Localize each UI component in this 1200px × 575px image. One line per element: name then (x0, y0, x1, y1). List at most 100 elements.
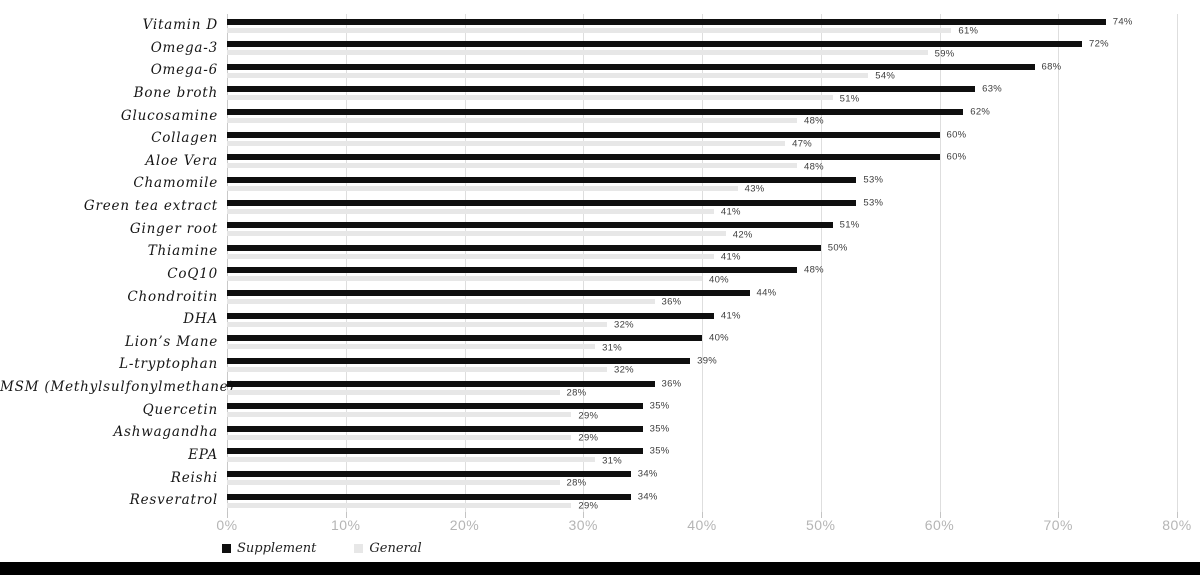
bar-row: 41% 32% (227, 308, 1177, 331)
legend-label: General (369, 541, 422, 556)
bar-row: 48% 40% (227, 263, 1177, 286)
legend-item-supplement: Supplement (222, 541, 316, 556)
category-label: Vitamin D (142, 17, 218, 33)
category-label: L-tryptophan (119, 356, 218, 373)
general-bar: 29% (227, 410, 598, 421)
general-bar: 41% (227, 206, 740, 217)
general-value-label: 36% (661, 296, 682, 308)
supplement-value-label: 35% (649, 400, 670, 412)
x-tick-label-50: 50% (805, 517, 836, 533)
bar-row: 35% 29% (227, 421, 1177, 444)
supplement-bar: 34% (227, 491, 657, 502)
supplement-value-label: 34% (637, 468, 658, 480)
bar-row: 60% 47% (227, 127, 1177, 150)
legend-swatch-icon (222, 544, 231, 553)
general-value-label: 29% (578, 432, 599, 444)
general-value-label: 48% (804, 161, 824, 173)
supplement-bar: 48% (227, 265, 824, 276)
x-tick-label-10: 10% (330, 517, 361, 533)
general-bar: 42% (227, 229, 752, 240)
category-label: CoQ10 (167, 265, 218, 282)
gridline-60 (939, 14, 941, 512)
bar-row: 44% 36% (227, 286, 1177, 309)
supplement-value-label: 60% (946, 151, 967, 163)
category-axis-labels: Vitamin D Omega-3 Omega-6 Bone broth Glucosa… (0, 14, 235, 512)
supplement-bar: 63% (227, 84, 1002, 95)
category-label: Bone broth (133, 84, 218, 101)
supplement-value-label: 53% (863, 197, 884, 208)
general-bar: 61% (227, 25, 978, 36)
supplement-bar: 51% (227, 220, 859, 231)
supplement-bar: 53% (227, 174, 883, 185)
x-tick-10 (345, 512, 347, 518)
bar-row: 40% 31% (227, 331, 1177, 354)
supplement-bar: 62% (227, 107, 990, 118)
supplement-value-label: 50% (827, 242, 848, 254)
supplement-value-label: 60% (946, 129, 967, 141)
general-value-label: 42% (732, 229, 753, 241)
supplement-bar: 44% (227, 288, 776, 299)
supplement-value-label: 51% (839, 219, 860, 231)
legend-label: Supplement (237, 541, 317, 556)
general-value-label: 48% (804, 115, 824, 127)
bar-row: 39% 32% (227, 353, 1177, 376)
supplement-value-label: 68% (1041, 61, 1062, 73)
supplement-value-label: 53% (863, 174, 884, 186)
supplement-bar: 40% (227, 333, 729, 344)
general-bar: 41% (227, 252, 740, 263)
category-label: Ginger root (129, 220, 218, 237)
gridline-40 (702, 14, 703, 512)
general-bar: 31% (227, 455, 622, 466)
general-value-label: 41% (720, 206, 741, 218)
general-bar: 54% (227, 71, 895, 82)
general-value-label: 29% (578, 410, 599, 422)
supplement-value-label: 40% (709, 332, 729, 344)
gridline-70 (1058, 14, 1060, 512)
category-label: Chamomile (133, 175, 218, 192)
x-tick-20 (464, 512, 466, 518)
supplement-value-label: 63% (982, 83, 1003, 95)
x-tick-label-60: 60% (924, 517, 955, 533)
general-value-label: 28% (566, 477, 587, 489)
general-value-label: 32% (614, 319, 634, 331)
x-tick-0 (227, 512, 228, 518)
category-label: Ashwagandha (113, 424, 218, 441)
bar-row: 36% 28% (227, 376, 1177, 399)
bar-row: 50% 41% (227, 240, 1177, 263)
general-value-label: 59% (934, 48, 955, 60)
gridline-10 (345, 14, 347, 512)
category-label: Resveratrol (129, 492, 218, 509)
category-label: Omega-6 (150, 62, 218, 79)
general-bar: 43% (227, 184, 764, 195)
general-value-label: 40% (709, 274, 729, 286)
general-value-label: 41% (720, 251, 741, 263)
supplement-bar: 36% (227, 378, 681, 389)
category-label: Lion’s Mane (125, 333, 218, 350)
plot-area: 74% 61% 72% 59% 68% 54% 63% 51% 62% 48% 60% 47% 60% 4… (227, 14, 1178, 512)
supplement-value-label: 34% (637, 491, 658, 503)
supplement-value-label: 36% (661, 378, 682, 389)
category-label: Collagen (151, 130, 218, 147)
general-bar: 48% (227, 116, 824, 127)
general-bar: 31% (227, 342, 622, 353)
bar-row: 35% 29% (227, 399, 1177, 422)
bar-row: 53% 43% (227, 172, 1177, 195)
x-tick-50 (820, 512, 822, 518)
category-label: MSM (Methylsulfonylmethane) (0, 379, 235, 395)
general-bar: 51% (227, 93, 859, 104)
bar-row: 53% 41% (227, 195, 1177, 218)
general-value-label: 43% (744, 183, 765, 195)
general-bar: 32% (227, 365, 634, 376)
general-bar: 32% (227, 320, 634, 331)
general-value-label: 31% (602, 455, 623, 467)
general-bar: 29% (227, 433, 598, 444)
bar-row: 72% 59% (227, 37, 1177, 60)
general-value-label: 54% (875, 70, 896, 82)
supplement-bar: 68% (227, 61, 1061, 72)
supplement-bar: 60% (227, 152, 966, 163)
general-bar: 29% (227, 501, 598, 512)
gridline-20 (464, 14, 466, 512)
supplement-value-label: 48% (804, 264, 824, 276)
category-label: Green tea extract (83, 198, 218, 214)
supplement-bar: 34% (227, 469, 657, 480)
